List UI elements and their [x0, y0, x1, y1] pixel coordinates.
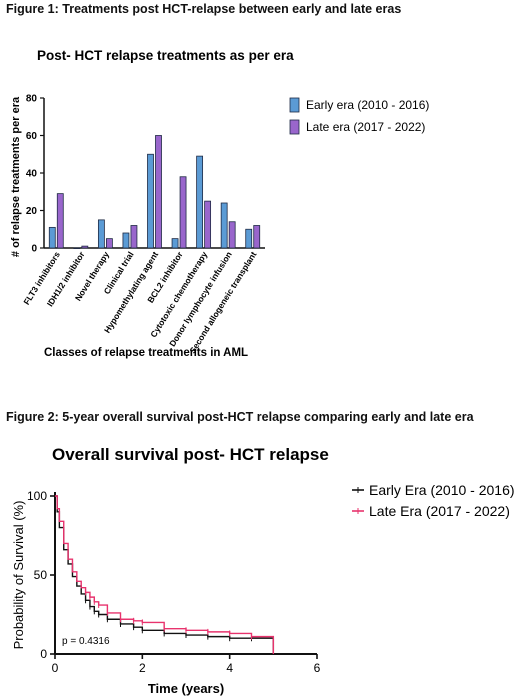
chart2-x-label: Time (years) — [148, 681, 224, 696]
bar-late — [228, 221, 236, 249]
chart1-legend-label: Late era (2017 - 2022) — [306, 120, 425, 134]
chart2-x-tick-label: 0 — [52, 661, 59, 675]
survival-curve-early — [55, 495, 275, 654]
bar-early — [196, 155, 204, 249]
bar-early — [122, 232, 130, 249]
chart2-y-tick-label: 0 — [40, 647, 47, 661]
chart2-x-tick-label: 6 — [314, 661, 321, 675]
chart2-y-tick-label: 50 — [34, 568, 48, 582]
chart2-legend-label: Early Era (2010 - 2016) — [369, 482, 515, 498]
chart1-title: Post- HCT relapse treatments as per era — [37, 48, 294, 63]
chart2-x-tick-label: 4 — [226, 661, 233, 675]
chart1-legend-swatch — [289, 119, 300, 135]
p-value-annotation: p = 0.4316 — [62, 636, 110, 647]
bar-late — [105, 238, 113, 249]
bar-late — [204, 200, 212, 249]
chart2-title: Overall survival post- HCT relapse — [52, 445, 329, 464]
survival-curve-late — [55, 495, 275, 654]
chart1-y-tick-label: 80 — [26, 94, 38, 105]
bar-late — [81, 245, 89, 249]
bar-early — [171, 238, 179, 249]
chart1-y-tick-label: 20 — [26, 206, 38, 217]
bar-late — [56, 193, 64, 249]
bar-late — [179, 176, 187, 249]
chart1-y-tick-label: 60 — [26, 131, 38, 142]
chart1-x-label: Classes of relapse treatments in AML — [44, 347, 248, 359]
bar-late — [130, 225, 138, 249]
chart1-legend-label: Early era (2010 - 2016) — [306, 98, 429, 112]
chart1-y-label: # of relapse treatments per era — [10, 96, 22, 257]
bar-early — [147, 153, 154, 249]
chart1-y-tick-label: 0 — [31, 244, 37, 255]
chart2-y-tick-label: 100 — [27, 489, 47, 503]
bar-chart: Post- HCT relapse treatments as per era 0… — [10, 48, 429, 359]
chart2-x-tick-label: 2 — [139, 661, 146, 675]
figure1-caption: Figure 1: Treatments post HCT-relapse be… — [6, 2, 402, 16]
bar-early — [48, 226, 56, 249]
chart2-y-label: Probability of Survival (%) — [11, 501, 26, 650]
bar-early — [220, 202, 228, 249]
bar-early — [73, 247, 81, 250]
chart1-y-tick-label: 40 — [26, 169, 38, 180]
bar-late — [155, 135, 162, 249]
bar-early — [245, 228, 253, 249]
chart2-legend-label: Late Era (2017 - 2022) — [369, 503, 510, 519]
chart1-legend-swatch — [289, 97, 300, 113]
figure2-caption: Figure 2: 5-year overall survival post-H… — [6, 410, 474, 424]
bar-late — [253, 225, 261, 249]
bar-early — [97, 219, 105, 249]
